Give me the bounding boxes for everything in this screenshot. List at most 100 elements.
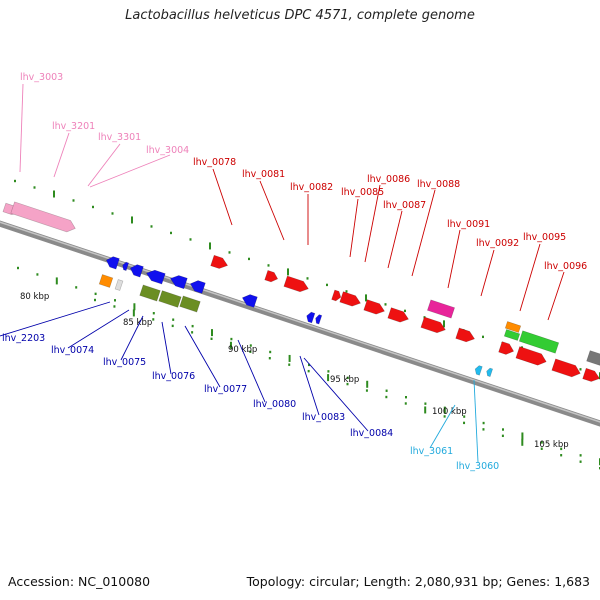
pink-gene	[10, 201, 76, 233]
blue-gene	[306, 311, 316, 324]
gene-box	[158, 290, 182, 308]
red-gene	[339, 291, 361, 307]
gene-arrow	[283, 275, 309, 293]
genome-backbone-highlight	[0, 221, 600, 423]
gene-arrow	[474, 365, 483, 376]
red-gene	[210, 254, 229, 269]
gene-arrow	[189, 280, 206, 294]
gene-box	[503, 329, 521, 341]
orange-gene	[98, 274, 114, 288]
gene-label: lhv_0075	[103, 357, 146, 368]
gene-label: lhv_0077	[204, 384, 247, 395]
label-leader-line	[364, 184, 381, 263]
gene-arrow	[363, 299, 385, 315]
gene-label: lhv_2203	[2, 333, 45, 344]
blue-gene	[169, 275, 188, 290]
label-leader-line	[237, 339, 266, 403]
label-leader-line	[259, 180, 285, 241]
kbp-label: 85 kbp	[123, 318, 152, 328]
label-leader-line	[299, 355, 320, 416]
red-gene	[363, 299, 385, 315]
gene-box	[518, 330, 560, 354]
label-leader-line	[120, 315, 144, 361]
gene-arrow	[169, 275, 188, 290]
gene-label: lhv_0080	[253, 399, 296, 410]
gene-arrow	[498, 341, 515, 355]
map-title: Lactobacillus helveticus DPC 4571, compl…	[125, 8, 475, 23]
gene-label: lhv_3004	[146, 145, 189, 156]
label-leader-line	[387, 210, 403, 269]
gene-label: lhv_0074	[51, 345, 94, 356]
gene-box	[114, 279, 124, 291]
gene-arrow	[420, 316, 446, 334]
gene-arrow	[10, 201, 76, 233]
label-leader-line	[19, 83, 24, 173]
gene-arrow	[146, 269, 166, 285]
red-gene	[420, 316, 446, 334]
red-gene	[264, 269, 279, 283]
label-leader-line	[473, 379, 479, 463]
grey-gene	[114, 279, 124, 291]
genome-backbone	[0, 220, 600, 427]
red-gene	[582, 367, 600, 382]
gene-label: lhv_0088	[417, 179, 460, 190]
gene-arrow	[241, 294, 258, 308]
label-leader-line	[411, 189, 436, 277]
red-gene	[498, 341, 515, 355]
blue-gene	[129, 264, 144, 278]
gene-label: lhv_0092	[476, 238, 519, 249]
gray-gene	[586, 350, 600, 366]
cyan-gene	[486, 367, 494, 377]
label-leader-line	[547, 271, 565, 321]
gene-arrow	[306, 311, 316, 324]
label-leader-line	[53, 132, 70, 178]
gene-label: lhv_0086	[367, 174, 410, 185]
blue-gene	[315, 314, 323, 325]
gene-label: lhv_0081	[242, 169, 285, 180]
gene-label: lhv_3003	[20, 72, 63, 83]
gene-arrow	[122, 261, 130, 271]
gene-box	[586, 350, 600, 366]
gene-label: lhv_0078	[193, 157, 236, 168]
kbp-label: 95 kbp	[330, 375, 359, 385]
genome-summary-text: Topology: circular; Length: 2,080,931 bp…	[246, 574, 590, 589]
label-leader-line	[349, 198, 359, 258]
gene-label: lhv_0096	[544, 261, 587, 272]
gene-label: lhv_3301	[98, 132, 141, 143]
red-gene	[283, 275, 309, 293]
gene-label: lhv_0095	[523, 232, 566, 243]
gene-arrow	[515, 346, 547, 366]
gene-label: lhv_3201	[52, 121, 95, 132]
blue-gene	[122, 261, 130, 271]
red-gene	[455, 327, 475, 343]
gene-box	[98, 274, 114, 288]
gene-arrow	[582, 367, 600, 382]
gene-label: lhv_0083	[302, 412, 345, 423]
gene-label: lhv_3061	[410, 446, 453, 457]
label-leader-line	[519, 243, 541, 312]
gene-label: lhv_3060	[456, 461, 499, 472]
label-leader-line	[87, 143, 121, 187]
label-leader-line	[447, 229, 461, 289]
blue-gene	[146, 269, 166, 285]
gene-arrow	[339, 291, 361, 307]
red-gene	[551, 358, 581, 378]
olive-gene	[158, 290, 182, 308]
green-gene	[518, 330, 560, 354]
magenta-gene	[427, 299, 455, 319]
gene-label: lhv_0076	[152, 371, 195, 382]
label-leader-line	[303, 357, 369, 432]
label-leader-line	[161, 321, 172, 375]
gene-arrow	[331, 289, 342, 302]
blue-gene	[189, 280, 206, 294]
gene-box	[504, 321, 522, 333]
gene-box	[139, 284, 161, 302]
gene-label: lhv_0082	[290, 182, 333, 193]
gene-label: lhv_0085	[341, 187, 384, 198]
gene-label: lhv_0087	[383, 200, 426, 211]
kbp-label: 100 kbp	[432, 407, 467, 417]
accession-text: Accession: NC_010080	[8, 574, 151, 589]
label-leader-line	[67, 309, 130, 349]
gene-arrow	[105, 256, 120, 270]
